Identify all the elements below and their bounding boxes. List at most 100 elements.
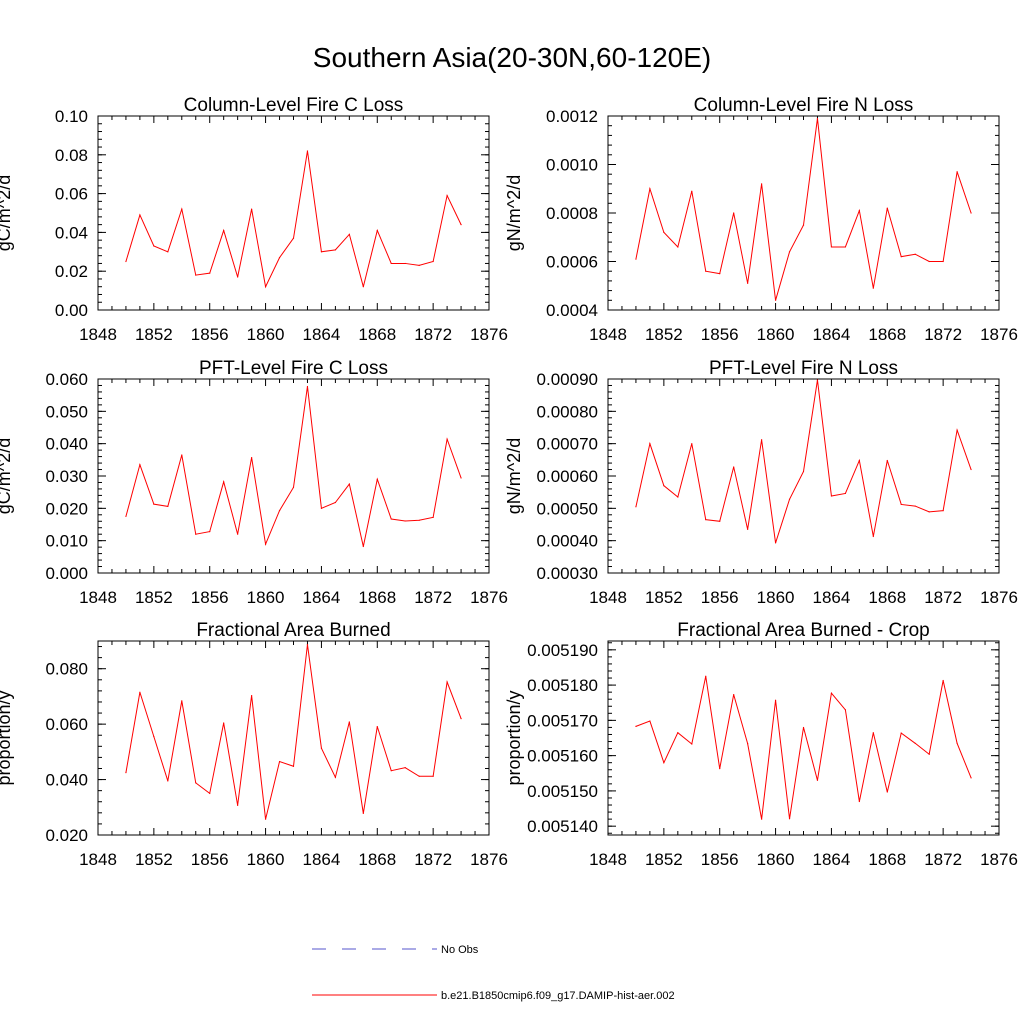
data-point [774,299,777,301]
data-point [209,272,211,274]
data-point [306,150,309,152]
data-point [956,742,958,744]
x-tick-label: 1856 [701,850,739,869]
data-point [223,481,225,483]
data-point [719,520,721,522]
data-point [362,545,364,548]
x-tick-label: 1876 [470,588,508,607]
y-tick-label: 0.0006 [546,253,598,272]
y-tick-label: 0.08 [55,146,88,165]
data-point [264,818,267,820]
data-point [914,253,916,255]
y-tick-label: 0.005190 [527,641,598,660]
data-point [348,233,350,235]
data-point [334,249,336,251]
data-point [195,533,197,535]
y-tick-label: 0.10 [55,107,88,126]
data-point [181,700,183,702]
data-point [292,486,295,488]
panel-4: Fractional Area Burned 1848 1852 1856 1860 18… [0,620,508,869]
data-point [705,675,707,677]
data-point [914,505,916,507]
x-tick-label: 1876 [980,588,1018,607]
x-tick-label: 1860 [247,850,285,869]
data-point [278,760,281,763]
data-point [928,753,930,755]
data-point [418,775,420,777]
y-tick-label: 0.005140 [527,817,598,836]
x-tick-label: 1852 [645,850,683,869]
x-tick-label: 1868 [358,588,396,607]
panel-3: PFT-Level Fire N Loss 1848 1852 1856 1860 186… [504,358,1018,607]
y-tick-label: 0.020 [45,499,88,518]
legend-label-no-obs: No Obs [441,944,479,956]
data-point [460,224,462,226]
y-axis-label: gN/m^2/d [504,175,524,251]
y-tick-label: 0.04 [55,223,88,242]
panel-2: PFT-Level Fire C Loss 1848 1852 1856 1860 186… [0,358,508,607]
data-point [970,212,972,214]
data-point [334,501,336,504]
x-tick-label: 1860 [247,588,285,607]
data-point [635,506,637,508]
data-point [181,454,183,456]
data-point [195,274,197,276]
data-point [970,777,972,779]
x-tick-label: 1848 [589,850,627,869]
data-point [195,782,197,784]
plot-frame [607,378,1000,574]
data-point [733,694,735,696]
y-tick-label: 0.00080 [537,402,598,421]
data-point [886,459,888,462]
data-point [761,439,763,441]
data-point [830,246,833,248]
data-point [432,775,434,777]
data-point [844,492,846,495]
data-point [691,743,693,745]
y-tick-label: 0.060 [45,715,88,734]
x-tick-label: 1852 [135,588,173,607]
data-point [125,515,127,518]
data-point [237,533,239,535]
panel-5: Fractional Area Burned - Crop 1848 1852 185… [504,620,1018,869]
x-tick-label: 1848 [589,325,627,344]
panels: Column-Level Fire C Loss 1848 1852 1856 1860… [0,95,1018,869]
plot-frame [97,640,490,836]
x-tick-label: 1872 [924,588,962,607]
data-point [376,229,378,232]
data-point [830,692,833,694]
data-point [691,190,693,192]
data-point [139,214,141,216]
data-point [125,772,127,774]
data-point [460,718,462,720]
figure-title: Southern Asia(20-30N,60-120E) [313,42,711,73]
data-point [705,270,707,272]
x-tick-label: 1852 [645,588,683,607]
data-point [942,509,944,512]
data-point [788,251,791,253]
data-point [914,742,916,744]
x-tick-label: 1876 [980,850,1018,869]
x-tick-label: 1868 [358,325,396,344]
data-point [460,477,462,479]
x-tick-label: 1860 [757,588,795,607]
series-line [125,150,462,289]
data-point [418,264,420,266]
panel-0: Column-Level Fire C Loss 1848 1852 1856 1860… [0,95,508,344]
legend-label-model: b.e21.B1850cmip6.f09_g17.DAMIP-hist-aer.… [441,990,675,1002]
x-tick-label: 1856 [191,850,229,869]
x-tick-label: 1852 [135,850,173,869]
y-axis-label: proportion/y [504,690,524,785]
x-tick-label: 1864 [813,588,851,607]
y-tick-label: 0.010 [45,532,88,551]
data-point [376,726,378,728]
data-point [446,681,448,683]
x-tick-label: 1872 [924,850,962,869]
legend: No Obs b.e21.B1850cmip6.f09_g17.DAMIP-hi… [312,944,675,1002]
panel-title: Fractional Area Burned [196,620,390,641]
data-point [209,792,211,795]
y-axis-label: gC/m^2/d [0,438,14,514]
data-point [691,443,693,445]
panel-title: Fractional Area Burned - Crop [677,620,929,641]
y-tick-label: 0.00090 [537,370,598,389]
